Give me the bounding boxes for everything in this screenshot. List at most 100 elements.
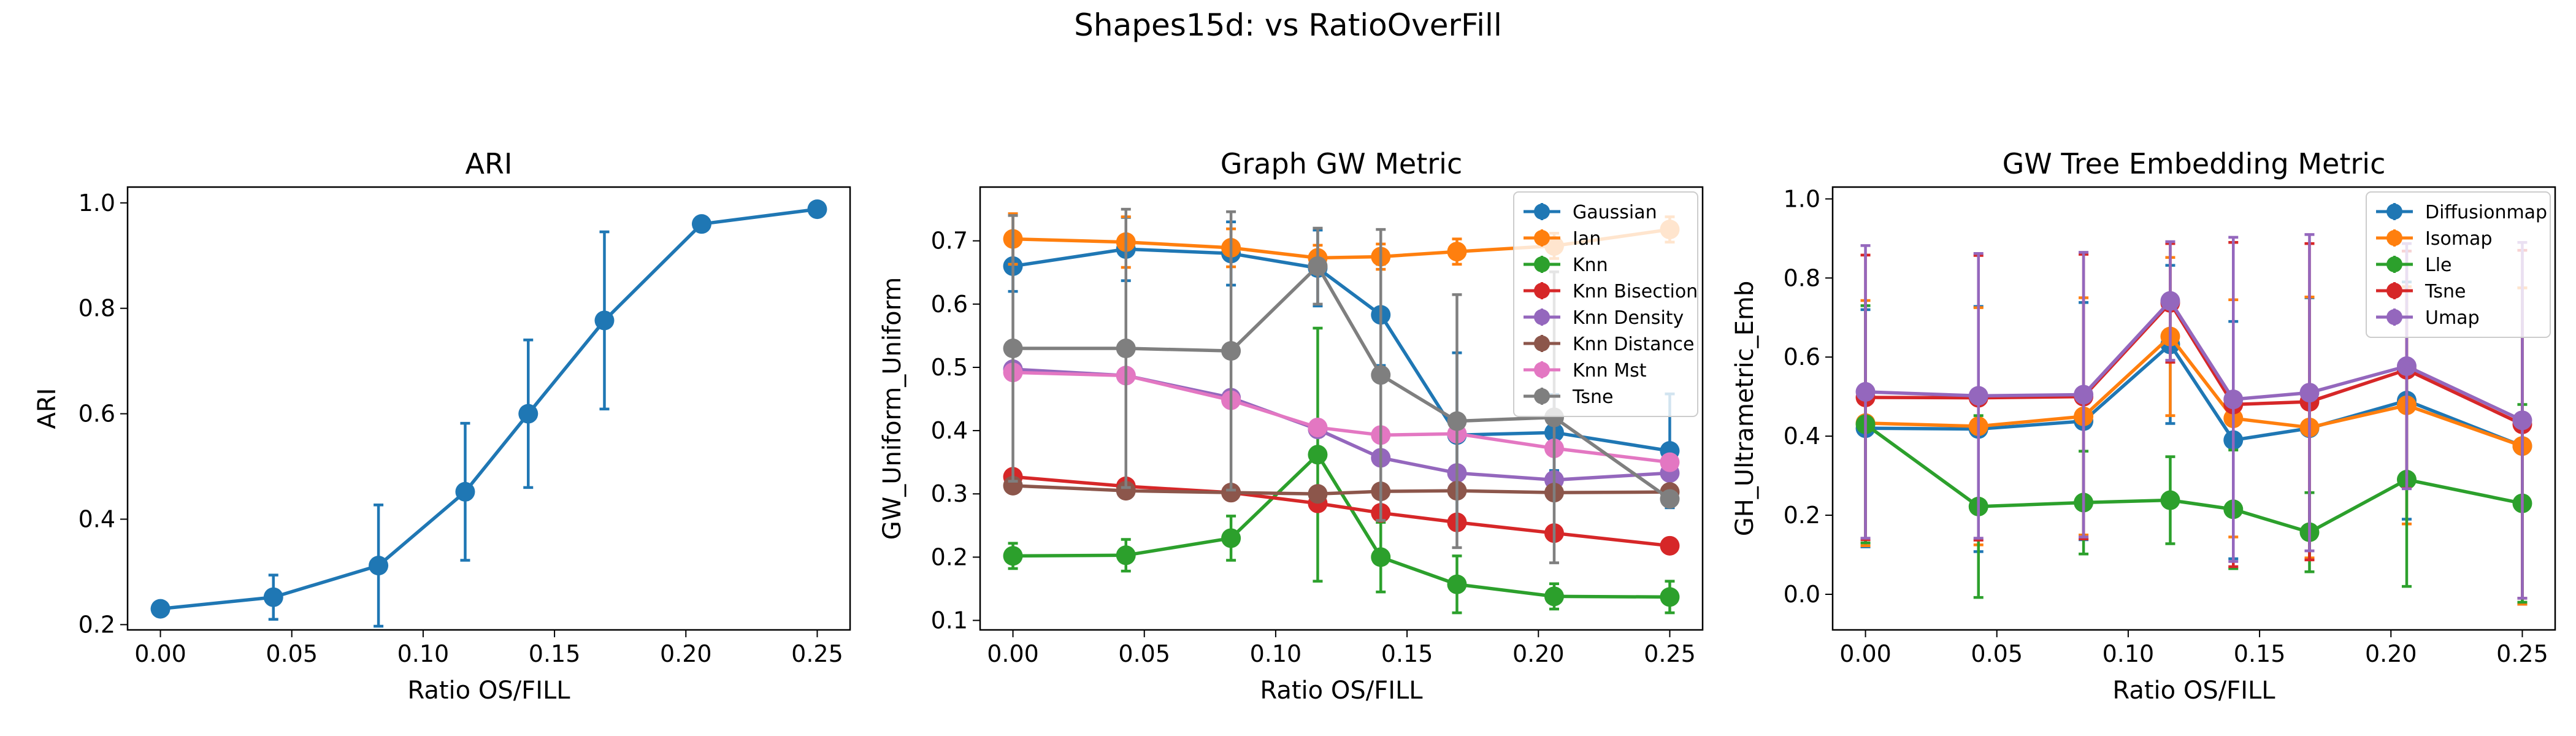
x-tick-label: 0.25 xyxy=(791,640,843,667)
series-line xyxy=(1865,299,2523,422)
data-point xyxy=(518,404,539,424)
data-point xyxy=(1003,339,1023,359)
data-point xyxy=(1660,587,1680,607)
y-axis-label: GW_Uniform_Uniform xyxy=(878,277,907,540)
x-axis-label: Ratio OS/FILL xyxy=(2112,677,2275,705)
y-tick-label: 0.7 xyxy=(931,228,968,255)
x-tick-label: 0.05 xyxy=(1118,640,1170,667)
legend-entry: Knn xyxy=(1524,255,1608,276)
legend-marker xyxy=(1534,309,1550,325)
legend-marker xyxy=(2386,283,2402,299)
x-tick-label: 0.15 xyxy=(1381,640,1433,667)
x-tick-label: 0.25 xyxy=(1644,640,1696,667)
data-point xyxy=(369,556,389,576)
x-axis-label: Ratio OS/FILL xyxy=(407,677,570,705)
legend-label: Lle xyxy=(2425,255,2452,276)
y-tick-label: 1.0 xyxy=(1784,185,1820,212)
data-point xyxy=(1221,483,1241,503)
series-line xyxy=(1013,370,1670,464)
data-point xyxy=(2074,385,2094,405)
data-point xyxy=(1116,481,1136,501)
x-tick-label: 0.05 xyxy=(1971,640,2023,667)
data-point xyxy=(1447,574,1467,594)
x-tick-label: 0.10 xyxy=(397,640,450,667)
series-line xyxy=(1864,423,2523,534)
legend-marker xyxy=(1534,230,1550,246)
data-point xyxy=(807,199,827,220)
series-main xyxy=(150,199,827,628)
chart-title: Graph GW Metric xyxy=(1221,147,1462,180)
x-tick-label: 0.10 xyxy=(1250,640,1302,667)
data-point xyxy=(2299,383,2320,403)
series-line xyxy=(1013,484,1670,496)
data-point xyxy=(2160,490,2180,510)
data-point xyxy=(1221,341,1241,361)
legend-entry: Knn Bisection xyxy=(1524,281,1698,302)
legend-marker xyxy=(2386,256,2402,272)
legend-entry: Diffusionmap xyxy=(2376,202,2547,223)
legend-label: Isomap xyxy=(2425,228,2492,250)
legend-entry: Gaussian xyxy=(1524,202,1657,223)
y-tick-label: 0.6 xyxy=(1784,343,1820,370)
legend-box xyxy=(1513,191,1698,417)
x-tick-label: 0.05 xyxy=(266,640,318,667)
legend: Diffusionmap Isomap Lle Tsne Umap xyxy=(2366,191,2551,338)
data-point xyxy=(1221,528,1241,548)
legend-entry: Lle xyxy=(2376,255,2452,276)
x-tick-label: 0.20 xyxy=(1512,640,1565,667)
y-axis-label: GH_Ultrametric_Emb xyxy=(1731,281,1759,537)
data-point xyxy=(1308,256,1328,276)
data-point xyxy=(1003,546,1023,566)
series-line xyxy=(1013,264,1671,500)
y-axis-label: ARI xyxy=(33,388,61,429)
legend-marker xyxy=(1534,204,1550,220)
chart-gw-tree-embedding-metric: GW Tree Embedding Metric 0.00 0.05 0.10 0.15… xyxy=(1731,147,2556,705)
data-point xyxy=(1308,484,1328,504)
legend: Gaussian Ian Knn Knn Bisection Knn Density Kn… xyxy=(1513,191,1698,417)
series-knn xyxy=(1003,326,1680,615)
x-tick-label: 0.20 xyxy=(2365,640,2417,667)
legend-marker xyxy=(2386,204,2402,220)
data-point xyxy=(2396,356,2417,377)
legend-entry: Knn Distance xyxy=(1524,334,1694,355)
data-point xyxy=(263,587,283,607)
data-point xyxy=(1308,445,1328,465)
legend-entry: Tsne xyxy=(1524,386,1613,408)
chart-graph-gw-metric: Graph GW Metric 0.00 0.05 0.10 0.15 0.20 0.25 0… xyxy=(878,147,1704,705)
data-point xyxy=(1116,339,1136,359)
legend-box xyxy=(2366,191,2551,338)
data-point xyxy=(1371,547,1391,567)
x-tick-label: 0.15 xyxy=(2234,640,2286,667)
legend-marker xyxy=(1534,283,1550,299)
y-tick-label: 0.4 xyxy=(931,417,968,444)
series-line xyxy=(160,207,818,611)
x-axis-label: Ratio OS/FILL xyxy=(1260,677,1423,705)
plot-frame xyxy=(1831,186,2556,631)
legend-marker xyxy=(2386,309,2402,325)
legend-label: Umap xyxy=(2425,307,2480,329)
y-tick-label: 0.2 xyxy=(931,543,968,570)
data-point xyxy=(1447,411,1467,431)
y-tick-label: 0.1 xyxy=(931,607,968,634)
x-tick-label: 0.00 xyxy=(1839,640,1892,667)
series-line xyxy=(1865,334,2523,448)
data-point xyxy=(1544,586,1564,607)
legend-label: Knn Mst xyxy=(1573,360,1647,381)
legend-label: Tsne xyxy=(2425,281,2466,302)
data-point xyxy=(1371,365,1391,385)
data-point xyxy=(691,214,711,234)
legend-marker xyxy=(1534,362,1550,378)
chart-title: ARI xyxy=(466,147,513,180)
figure-suptitle: Shapes15d: vs RatioOverFill xyxy=(1074,7,1502,43)
legend-entry: Tsne xyxy=(2376,281,2466,302)
y-tick-label: 0.6 xyxy=(931,291,968,318)
y-tick-label: 0.2 xyxy=(79,611,115,638)
legend-label: Ian xyxy=(1573,228,1601,250)
y-tick-label: 0.6 xyxy=(79,401,115,427)
legend-entry: Umap xyxy=(2376,307,2480,329)
data-point xyxy=(594,310,615,331)
x-tick-label: 0.00 xyxy=(134,640,186,667)
series-knn-bisection xyxy=(1003,467,1680,556)
legend-entry: Knn Density xyxy=(1524,307,1684,329)
